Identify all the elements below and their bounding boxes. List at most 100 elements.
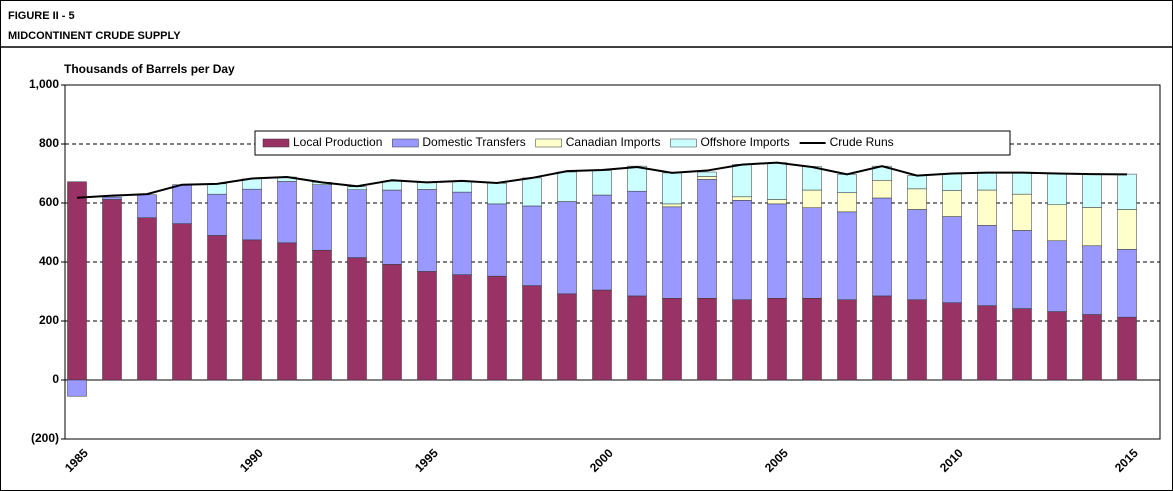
bar-segment [592,289,612,381]
bar-segment [697,176,717,180]
bar-segment [942,302,962,381]
bar-segment [837,211,857,301]
bar-segment [382,180,402,191]
bar-segment [907,299,927,381]
bar-segment [942,173,962,191]
bar-segment [662,172,682,205]
bar-segment [627,190,647,297]
bar-segment [662,206,682,299]
legend-label: Domestic Transfers [422,135,525,149]
bar-segment [802,166,822,191]
bar-segment [592,194,612,291]
bar-segment [137,194,157,219]
bar-segment [732,196,752,201]
bar-segment [942,190,962,217]
bar-segment [172,223,192,381]
bar-segment [837,299,857,381]
bar-segment [1082,173,1102,208]
bar-segment [872,295,892,381]
bar-segment [417,271,437,381]
bar-segment [452,191,472,275]
legend-swatch [392,138,419,148]
y-tick-label: 1,000 [29,77,59,91]
bar-segment [1117,249,1137,318]
bar-segment [207,235,227,381]
bar-segment [872,180,892,199]
bar-segment [802,189,822,208]
bar-segment [172,184,192,224]
bar-segment [347,189,367,258]
bar-segment [732,200,752,301]
line-series [76,161,1128,199]
bar-segment [277,181,297,244]
bar-segment [102,199,122,381]
bar-segment [347,257,367,381]
bar-segment [557,293,577,381]
y-tick-label: 800 [39,136,59,150]
bar-segment [977,305,997,381]
legend-label: Offshore Imports [700,135,789,149]
bar-segment [697,179,717,299]
bar-segment [802,298,822,381]
bar-segment [767,199,787,205]
legend-box [254,130,1011,156]
bar-segment [242,239,262,381]
bar-segment [1117,316,1137,381]
bar-segment [907,188,927,210]
y-tick-label: (200) [31,431,59,445]
bar-segment [382,264,402,381]
bar-segment [837,192,857,213]
bar-segment [1117,209,1137,250]
y-tick-label: 400 [39,254,59,268]
bar-segment [837,174,857,193]
bar-segment [942,216,962,303]
bar-segment [802,207,822,299]
bar-segment [1082,245,1102,315]
bar-segment [487,203,507,277]
bar-segment [487,275,507,381]
figure-label: FIGURE II - 5 [8,10,75,22]
bar-segment [1082,314,1102,381]
legend-swatch [262,138,290,148]
bar-segment [697,298,717,381]
bar-segment [627,165,647,192]
y-tick-label: 600 [39,195,59,209]
legend-label: Crude Runs [830,135,894,149]
bar-segment [627,295,647,381]
bar-segment [452,181,472,193]
bar-segment [872,197,892,297]
bar-segment [277,242,297,381]
bar-segment [662,203,682,208]
bar-segment [1117,173,1137,210]
legend-swatch [535,138,562,148]
bar-segment [907,209,927,301]
bar-segment [1047,173,1067,206]
bar-segment [487,182,507,205]
bar-segment [207,193,227,236]
bar-segment [242,188,262,241]
bar-segment [662,298,682,381]
bar-segment [557,171,577,202]
bar-segment [522,205,542,286]
bar-segment [557,201,577,295]
bar-segment [1082,207,1102,247]
chart-title: MIDCONTINENT CRUDE SUPPLY [8,30,181,42]
legend-swatch [670,138,697,148]
bar-segment [67,379,87,397]
bar-segment [732,164,752,198]
bar-segment [732,299,752,381]
bar-segment [767,162,787,200]
bar-segment [207,183,227,195]
bar-segment [522,177,542,207]
bar-segment [417,189,437,272]
bar-segment [767,203,787,299]
y-tick-label: 0 [52,372,59,386]
y-axis-label: Thousands of Barrels per Day [64,62,235,76]
bar-segment [137,217,157,381]
bar-segment [1047,311,1067,381]
bar-segment [592,170,612,196]
bar-segment [977,225,997,306]
bar-segment [67,181,87,381]
legend-label: Local Production [293,135,382,149]
bar-segment [767,298,787,381]
